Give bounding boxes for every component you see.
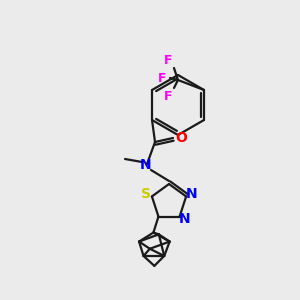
Text: F: F [158, 71, 166, 85]
Text: N: N [185, 188, 197, 201]
Text: F: F [164, 53, 172, 67]
Text: N: N [140, 158, 152, 172]
Text: F: F [164, 89, 172, 103]
Text: S: S [141, 188, 151, 201]
Text: O: O [175, 131, 187, 145]
Text: N: N [179, 212, 190, 226]
